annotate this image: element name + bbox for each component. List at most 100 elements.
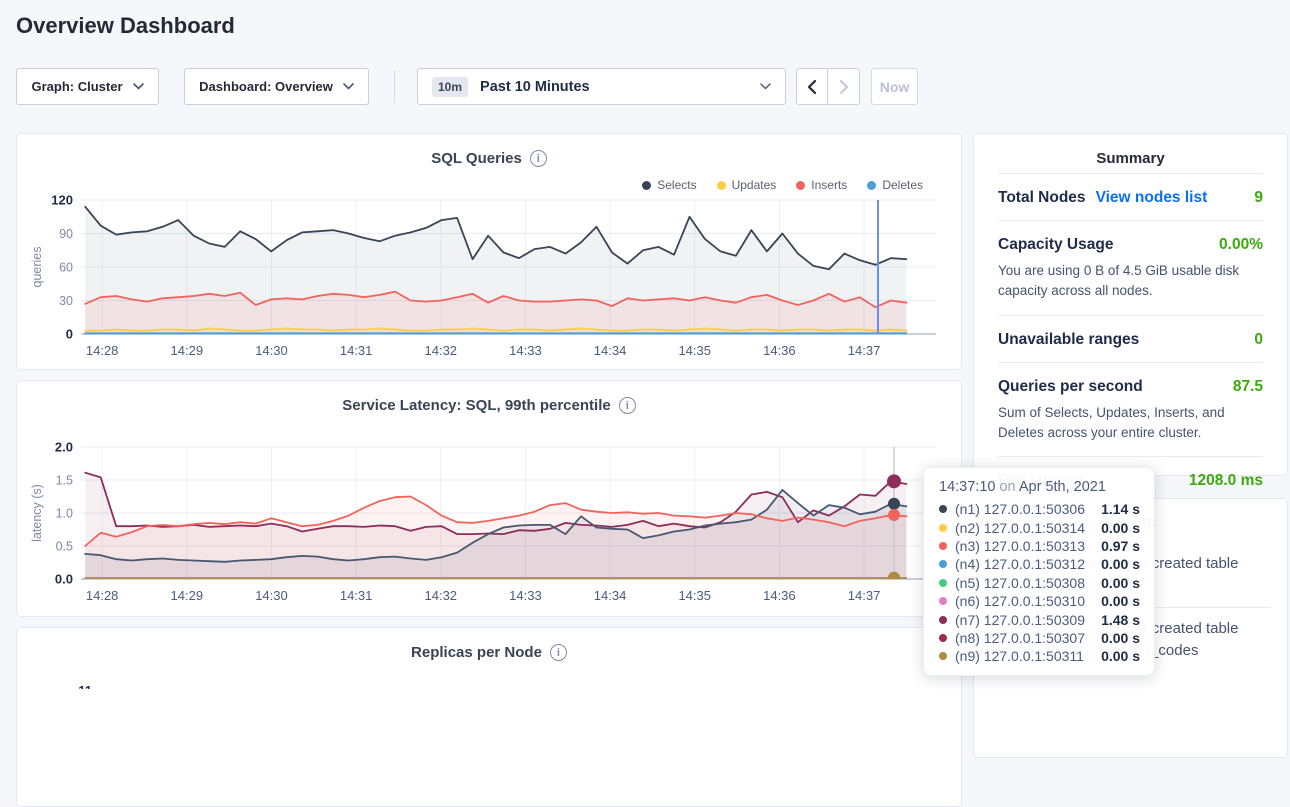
node-latency-value: 0.00 s xyxy=(1101,519,1140,536)
node-color-dot xyxy=(939,505,947,514)
sql-queries-panel: SQL Queries i Selects Updates Inserts Delet… xyxy=(16,133,962,370)
node-color-dot xyxy=(939,541,947,550)
node-latency-value: 0.00 s xyxy=(1101,648,1140,665)
service-latency-title: Service Latency: SQL, 99th percentile xyxy=(342,397,611,414)
service-latency-title-row: Service Latency: SQL, 99th percentile i xyxy=(17,397,961,414)
graph-dropdown[interactable]: Graph: Cluster xyxy=(16,68,159,105)
node-address: (n4) 127.0.0.1:50312 xyxy=(955,556,1085,573)
replicas-title-row: Replicas per Node i xyxy=(17,644,961,661)
summary-title: Summary xyxy=(1096,150,1165,167)
service-latency-chart[interactable]: 0.0 0.5 1.0 1.5 2.0 14:28 14:29 14:30 14:31 14:32… xyxy=(17,381,963,618)
node-color-dot xyxy=(939,560,947,569)
sql-queries-chart[interactable]: 0 30 60 90 120 14:28 14:29 14:30 14:31 14:32 14:33… xyxy=(17,134,963,371)
node-latency-value: 0.00 s xyxy=(1101,593,1140,610)
capacity-usage-value: 0.00% xyxy=(1219,236,1263,253)
info-icon[interactable]: i xyxy=(618,397,636,414)
chevron-right-icon xyxy=(839,79,848,94)
svg-text:14:36: 14:36 xyxy=(763,343,796,358)
node-color-dot xyxy=(939,652,947,661)
chart-hover-tooltip: 14:37:10 on Apr 5th, 2021 (n1) 127.0.0.1… xyxy=(923,467,1155,676)
total-nodes-label: Total Nodes xyxy=(998,189,1086,206)
node-color-dot xyxy=(939,597,947,606)
svg-text:14:37: 14:37 xyxy=(848,343,881,358)
svg-text:2.0: 2.0 xyxy=(55,440,73,455)
dashboard-dropdown-label: Dashboard: Overview xyxy=(199,79,333,94)
info-icon[interactable]: i xyxy=(529,150,547,167)
legend-item-selects[interactable]: Selects xyxy=(642,178,697,192)
svg-text:queries: queries xyxy=(30,247,44,288)
svg-text:14:37: 14:37 xyxy=(848,588,881,603)
tooltip-node-row: (n3) 127.0.0.1:50313 0.97 s xyxy=(939,537,1140,555)
chevron-left-icon xyxy=(807,79,817,94)
service-latency-panel: Service Latency: SQL, 99th percentile i … xyxy=(16,380,962,617)
node-address: (n7) 127.0.0.1:50309 xyxy=(955,611,1085,628)
chevron-down-icon xyxy=(132,83,144,90)
svg-text:14:35: 14:35 xyxy=(678,343,711,358)
svg-text:90: 90 xyxy=(59,227,73,241)
svg-text:14:28: 14:28 xyxy=(86,588,119,603)
tooltip-node-row: (n1) 127.0.0.1:50306 1.14 s xyxy=(939,500,1140,518)
node-address: (n9) 127.0.0.1:50311 xyxy=(955,648,1084,665)
time-next-button[interactable] xyxy=(828,68,860,105)
capacity-usage-label: Capacity Usage xyxy=(998,236,1114,253)
capacity-usage-desc: You are using 0 B of 4.5 GiB usable disk… xyxy=(998,263,1240,299)
svg-text:14:33: 14:33 xyxy=(509,343,542,358)
tooltip-node-row: (n4) 127.0.0.1:50312 0.00 s xyxy=(939,555,1140,573)
legend-label: Updates xyxy=(731,178,777,192)
svg-text:1.5: 1.5 xyxy=(56,474,73,488)
replicas-per-node-panel: Replicas per Node i 11 xyxy=(16,627,962,807)
svg-text:14:32: 14:32 xyxy=(425,343,458,358)
legend-dot xyxy=(867,180,877,190)
node-address: (n6) 127.0.0.1:50310 xyxy=(955,593,1085,610)
legend-item-deletes[interactable]: Deletes xyxy=(867,178,923,192)
svg-text:120: 120 xyxy=(51,193,73,208)
svg-text:14:32: 14:32 xyxy=(425,588,458,603)
svg-text:14:36: 14:36 xyxy=(763,588,796,603)
time-range-badge: 10m xyxy=(432,76,469,97)
node-address: (n5) 127.0.0.1:50308 xyxy=(955,574,1085,591)
node-color-dot xyxy=(939,633,947,642)
qps-label: Queries per second xyxy=(998,377,1143,395)
node-latency-value: 0.00 s xyxy=(1101,574,1140,591)
time-nav-group xyxy=(796,68,860,105)
legend-label: Deletes xyxy=(882,178,923,192)
node-latency-value: 1.48 s xyxy=(1101,611,1140,628)
svg-text:14:34: 14:34 xyxy=(594,343,627,358)
dashboard-dropdown[interactable]: Dashboard: Overview xyxy=(184,68,369,105)
node-color-dot xyxy=(939,615,947,624)
p99-latency-value: 1208.0 ms xyxy=(1188,472,1263,489)
tooltip-node-row: (n5) 127.0.0.1:50308 0.00 s xyxy=(939,574,1140,592)
svg-text:14:34: 14:34 xyxy=(594,588,627,603)
sql-queries-legend: Selects Updates Inserts Deletes xyxy=(642,178,923,192)
tooltip-node-row: (n7) 127.0.0.1:50309 1.48 s xyxy=(939,610,1140,628)
svg-text:0: 0 xyxy=(66,327,73,342)
time-prev-button[interactable] xyxy=(796,68,828,105)
legend-dot xyxy=(716,180,726,190)
qps-value: 87.5 xyxy=(1232,377,1263,395)
svg-text:14:30: 14:30 xyxy=(255,343,288,358)
time-range-selector[interactable]: 10m Past 10 Minutes xyxy=(417,68,786,105)
legend-item-updates[interactable]: Updates xyxy=(716,178,777,192)
info-icon[interactable]: i xyxy=(549,644,567,661)
svg-text:30: 30 xyxy=(59,294,73,308)
svg-text:14:31: 14:31 xyxy=(340,343,373,358)
legend-dot xyxy=(796,180,806,190)
chevron-down-icon xyxy=(343,83,354,90)
node-address: (n2) 127.0.0.1:50314 xyxy=(955,519,1085,536)
node-address: (n3) 127.0.0.1:50313 xyxy=(955,537,1085,554)
toolbar-divider xyxy=(394,70,395,103)
summary-row-capacity: Capacity Usage 0.00% You are using 0 B o… xyxy=(998,220,1263,315)
chevron-down-icon xyxy=(760,83,771,90)
view-nodes-list-link[interactable]: View nodes list xyxy=(1095,189,1208,206)
legend-item-inserts[interactable]: Inserts xyxy=(796,178,847,192)
graph-dropdown-label: Graph: Cluster xyxy=(31,79,123,94)
replicas-title: Replicas per Node xyxy=(411,644,542,661)
sql-queries-title: SQL Queries xyxy=(431,150,522,167)
node-address: (n8) 127.0.0.1:50307 xyxy=(955,629,1085,646)
page-title: Overview Dashboard xyxy=(16,13,235,38)
replicas-y-tick-partial: 11 xyxy=(57,684,92,689)
node-address: (n1) 127.0.0.1:50306 xyxy=(955,501,1085,518)
unavailable-ranges-label: Unavailable ranges xyxy=(998,330,1140,348)
now-button[interactable]: Now xyxy=(871,68,918,105)
tooltip-node-row: (n9) 127.0.0.1:50311 0.00 s xyxy=(939,647,1140,665)
